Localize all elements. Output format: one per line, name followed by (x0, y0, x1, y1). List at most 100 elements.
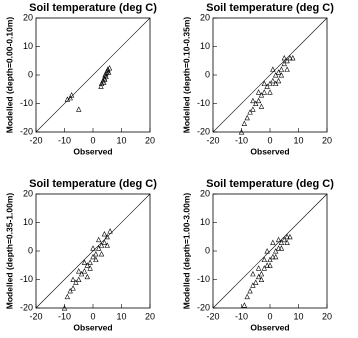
chart-title: Soil temperature (deg C) (29, 178, 157, 190)
point (98, 242, 105, 248)
y-axis-label: Modelled (depth=0.10-0.35m) (181, 17, 191, 134)
point (96, 236, 102, 243)
point (255, 265, 262, 271)
point (281, 60, 287, 67)
point (76, 268, 82, 274)
point (61, 305, 68, 311)
point (96, 245, 102, 251)
y-tick-label: -20 (197, 302, 210, 312)
point (273, 80, 279, 87)
x-tick-label: 0 (90, 135, 95, 145)
point (106, 65, 113, 71)
point (270, 77, 276, 84)
one-to-one-line (35, 17, 151, 133)
y-tick-label: 10 (23, 217, 33, 227)
point (264, 262, 270, 268)
point (90, 253, 96, 260)
point (105, 69, 112, 75)
point (247, 109, 253, 115)
x-axis-label: Observed (73, 322, 112, 332)
x-tick-label: 10 (293, 311, 303, 321)
y-tick-label: -10 (20, 98, 33, 108)
x-tick-label: 10 (116, 311, 126, 321)
point (104, 233, 110, 240)
x-tick-label: 0 (267, 311, 272, 321)
point (87, 259, 93, 265)
x-tick-label: -10 (235, 135, 248, 145)
x-tick-label: 10 (293, 135, 303, 145)
point (101, 79, 107, 85)
y-axis-label: Modelled (depth=1.00-3.00m) (181, 193, 191, 310)
point (275, 236, 282, 243)
point (275, 77, 282, 84)
point (261, 256, 267, 263)
point (101, 76, 108, 82)
point (255, 89, 262, 95)
point (270, 239, 276, 245)
point (93, 250, 99, 257)
point (247, 288, 253, 294)
point (101, 231, 108, 237)
point (258, 103, 265, 109)
point (278, 72, 285, 78)
point (290, 55, 296, 61)
x-tick-label: -10 (235, 311, 248, 321)
x-axis-label: Observed (250, 322, 289, 332)
point (275, 69, 282, 75)
y-tick-label: 20 (200, 12, 210, 22)
point (87, 265, 93, 271)
point (281, 55, 287, 61)
y-tick-label: 20 (23, 12, 33, 22)
point (275, 245, 282, 251)
x-tick-label: -20 (206, 135, 219, 145)
point (98, 83, 104, 89)
point (250, 106, 256, 112)
chart-title: Soil temperature (deg C) (29, 2, 157, 14)
y-tick-label: -10 (197, 98, 210, 108)
point (238, 129, 245, 135)
point (267, 256, 273, 263)
point (255, 97, 262, 104)
one-to-one-line (212, 17, 328, 133)
point (241, 120, 248, 126)
x-tick-label: 0 (267, 135, 272, 145)
one-to-one-line (212, 193, 328, 309)
point (81, 268, 88, 274)
x-tick-label: 20 (145, 135, 155, 145)
point (250, 97, 256, 104)
point (244, 114, 250, 121)
x-tick-label: 20 (145, 311, 155, 321)
point (70, 276, 76, 283)
y-tick-label: 0 (205, 69, 210, 79)
point (104, 242, 110, 248)
point (284, 57, 290, 64)
point (64, 96, 71, 102)
point (278, 245, 285, 251)
point (70, 285, 76, 291)
point (261, 80, 267, 87)
x-axis-label: Observed (73, 146, 112, 156)
point (281, 236, 287, 243)
point (284, 233, 290, 240)
point (73, 279, 79, 285)
x-tick-label: -20 (206, 311, 219, 321)
point (76, 106, 82, 112)
point (67, 94, 73, 101)
point (68, 92, 75, 98)
one-to-one-line (35, 193, 151, 309)
point (264, 248, 270, 254)
point (267, 80, 273, 87)
point (253, 279, 259, 285)
y-axis-label: Modelled (depth=0.00-0.10m) (4, 17, 14, 134)
y-tick-label: 10 (200, 41, 210, 51)
point (267, 262, 273, 268)
x-axis-label: Observed (250, 146, 289, 156)
point (287, 55, 293, 61)
point (241, 302, 248, 308)
y-tick-label: 0 (28, 245, 33, 255)
point (101, 74, 108, 81)
point (278, 239, 285, 245)
y-tick-label: -20 (20, 302, 33, 312)
y-axis-label: Modelled (depth=0.35-1.00m) (4, 193, 14, 310)
